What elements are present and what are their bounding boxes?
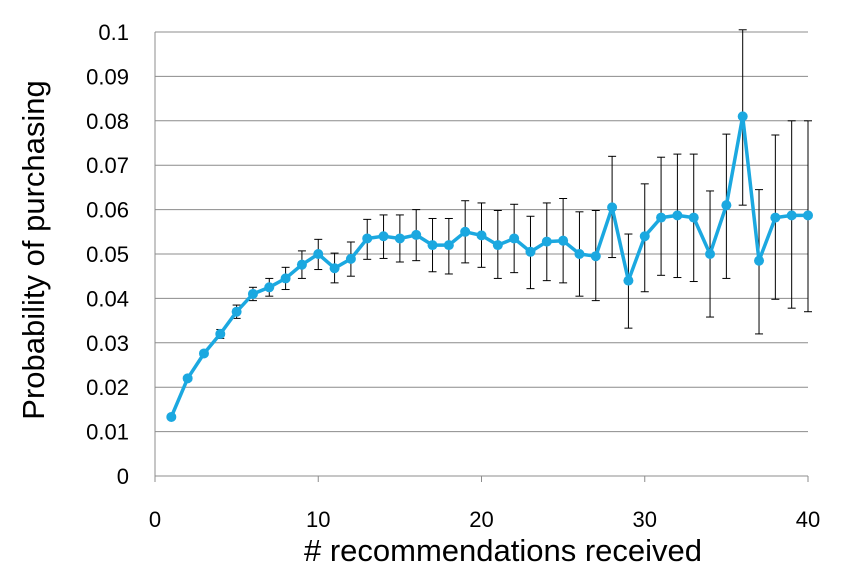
y-tick-label: 0.01 [86,420,129,445]
data-point [476,230,487,241]
data-point [296,259,307,270]
data-point [460,226,471,237]
data-point [492,240,503,251]
y-tick-label: 0.04 [86,286,129,311]
series-line [169,114,808,418]
data-point [558,235,569,246]
x-tick-label: 30 [633,507,657,532]
data-point [345,253,356,264]
series-line-layer [169,114,808,418]
data-point [770,212,781,223]
data-point [623,275,634,286]
plot-frame [154,32,809,482]
data-points [166,111,813,422]
y-tick-label: 0.08 [86,109,129,134]
data-point [688,212,699,223]
data-point [378,231,389,242]
data-point [509,233,520,244]
data-point [443,240,454,251]
data-point [215,328,226,339]
data-point [329,263,340,274]
y-tick-label: 0.06 [86,198,129,223]
data-point [590,251,601,262]
data-point [280,273,291,284]
y-tick-label: 0.09 [86,64,129,89]
x-tick-label: 10 [306,507,330,532]
y-tick-labels: 0 0.01 0.02 0.03 0.04 0.05 0.06 0.07 0.08 0.09 0.1 [86,20,129,489]
data-point [198,348,209,359]
y-tick-label: 0.05 [86,242,129,267]
data-point [247,288,258,299]
y-axis-title: Probability of purchasing [16,80,51,419]
data-point [182,373,193,384]
data-point [803,210,813,221]
data-point [786,210,797,221]
data-point [313,249,324,259]
y-tick-label: 0.07 [86,153,129,178]
y-tick-label: 0.02 [86,375,129,400]
data-point [231,306,242,317]
data-point [721,200,732,211]
data-point [737,111,748,122]
data-point [607,202,618,213]
x-tick-label: 20 [469,507,493,532]
x-tick-labels: 0 10 20 30 40 [149,507,820,532]
data-point [541,236,552,247]
x-tick-label: 0 [149,507,161,532]
data-point [394,233,405,244]
data-point [362,233,373,244]
data-point [427,240,438,251]
y-tick-label: 0.1 [98,20,129,45]
data-point [639,231,650,242]
data-point [264,282,275,293]
data-point [672,210,683,221]
data-point [656,212,667,223]
data-point [705,249,716,259]
data-point [754,255,765,266]
x-tick-label: 40 [796,507,820,532]
data-point [411,229,422,240]
data-point [574,249,585,259]
x-axis-title: # recommendations received [304,533,702,568]
data-point [166,411,177,422]
y-tick-label: 0 [117,464,129,489]
data-point [525,246,536,257]
y-tick-label: 0.03 [86,331,129,356]
